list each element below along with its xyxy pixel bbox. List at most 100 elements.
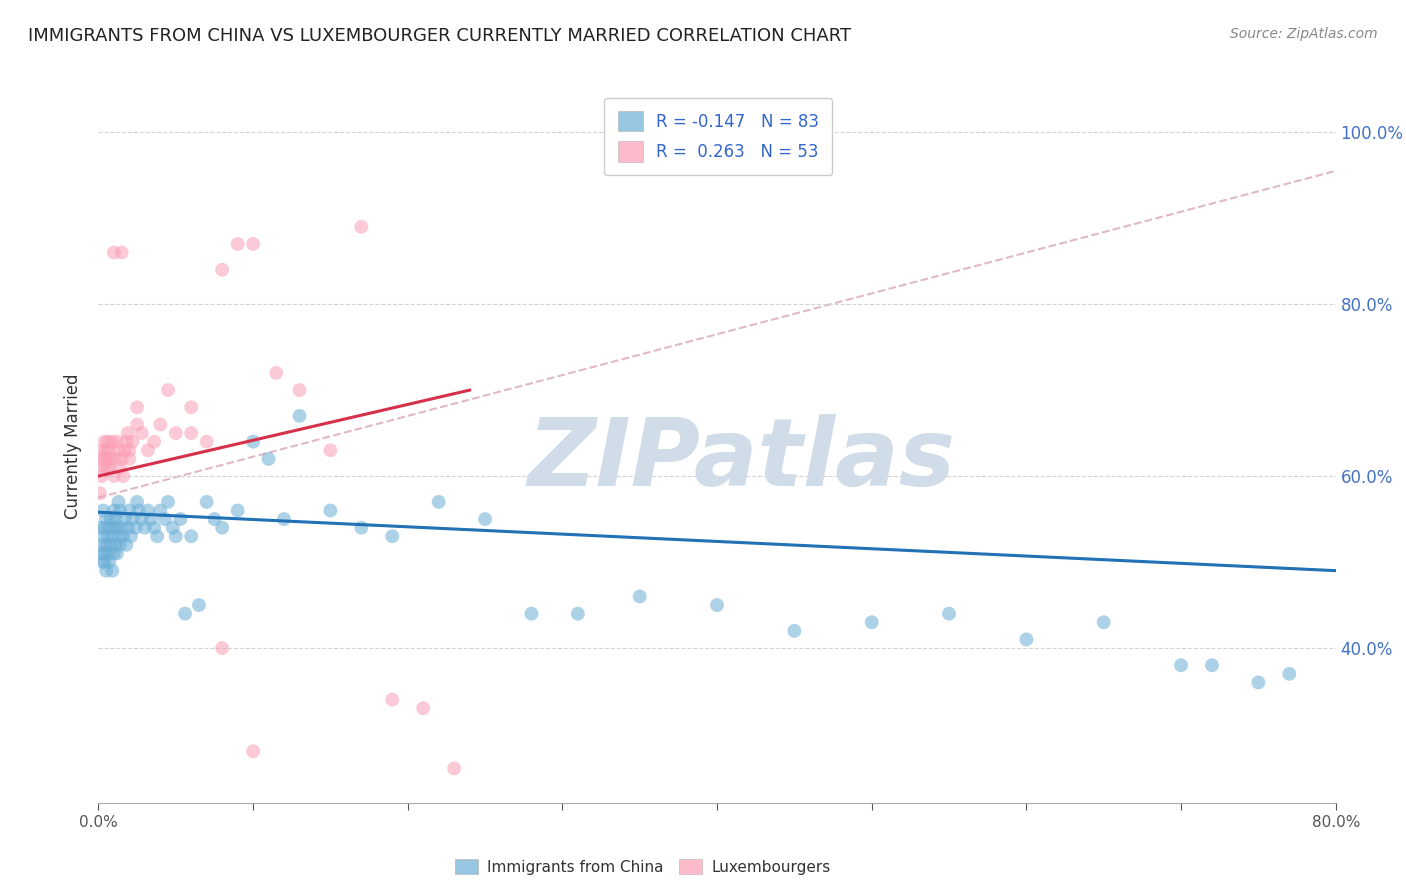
Point	[93, 546, 115, 560]
Point	[111, 451, 134, 466]
Point	[124, 521, 146, 535]
Y-axis label: Currently Married: Currently Married	[65, 373, 83, 519]
Point	[204, 512, 226, 526]
Point	[381, 529, 404, 543]
Point	[107, 529, 129, 543]
Point	[174, 607, 197, 621]
Point	[96, 538, 118, 552]
Point	[211, 521, 233, 535]
Point	[93, 451, 115, 466]
Point	[128, 503, 150, 517]
Point	[118, 443, 141, 458]
Point	[97, 529, 120, 543]
Point	[162, 521, 184, 535]
Point	[117, 521, 139, 535]
Point	[567, 607, 589, 621]
Point	[146, 529, 169, 543]
Point	[97, 434, 120, 449]
Legend: Immigrants from China, Luxembourgers: Immigrants from China, Luxembourgers	[449, 853, 837, 880]
Text: ZIPatlas: ZIPatlas	[527, 414, 956, 507]
Point	[90, 546, 112, 560]
Point	[350, 219, 373, 234]
Point	[226, 236, 249, 251]
Point	[242, 236, 264, 251]
Point	[139, 512, 162, 526]
Point	[149, 503, 172, 517]
Point	[195, 434, 218, 449]
Point	[1201, 658, 1223, 673]
Point	[107, 443, 129, 458]
Point	[211, 262, 233, 277]
Point	[98, 460, 121, 475]
Point	[242, 434, 264, 449]
Point	[938, 607, 960, 621]
Point	[1092, 615, 1115, 630]
Point	[96, 460, 118, 475]
Point	[412, 701, 434, 715]
Point	[91, 529, 114, 543]
Point	[104, 538, 127, 552]
Point	[319, 443, 342, 458]
Point	[121, 434, 143, 449]
Point	[98, 555, 121, 569]
Point	[104, 451, 127, 466]
Point	[266, 366, 288, 380]
Point	[381, 692, 404, 706]
Point	[136, 443, 159, 458]
Point	[115, 538, 138, 552]
Point	[288, 383, 311, 397]
Point	[91, 555, 114, 569]
Point	[118, 503, 141, 517]
Point	[103, 245, 125, 260]
Point	[1278, 666, 1301, 681]
Point	[288, 409, 311, 423]
Point	[101, 529, 124, 543]
Point	[127, 401, 149, 415]
Point	[706, 598, 728, 612]
Point	[105, 521, 128, 535]
Point	[114, 512, 136, 526]
Point	[108, 538, 131, 552]
Point	[91, 443, 114, 458]
Point	[242, 744, 264, 758]
Point	[101, 434, 124, 449]
Point	[103, 546, 125, 560]
Point	[105, 434, 128, 449]
Point	[157, 495, 180, 509]
Point	[273, 512, 295, 526]
Point	[180, 426, 202, 441]
Point	[120, 529, 142, 543]
Point	[105, 546, 128, 560]
Point	[1170, 658, 1192, 673]
Point	[108, 503, 131, 517]
Point	[427, 495, 450, 509]
Point	[93, 434, 115, 449]
Point	[165, 529, 187, 543]
Point	[103, 521, 125, 535]
Point	[1015, 632, 1038, 647]
Point	[90, 538, 112, 552]
Point	[100, 538, 122, 552]
Point	[90, 451, 112, 466]
Point	[134, 521, 156, 535]
Text: IMMIGRANTS FROM CHINA VS LUXEMBOURGER CURRENTLY MARRIED CORRELATION CHART: IMMIGRANTS FROM CHINA VS LUXEMBOURGER CU…	[28, 27, 851, 45]
Point	[108, 460, 131, 475]
Point	[136, 503, 159, 517]
Point	[195, 495, 218, 509]
Point	[107, 495, 129, 509]
Point	[115, 434, 138, 449]
Point	[628, 590, 651, 604]
Point	[97, 546, 120, 560]
Point	[131, 512, 153, 526]
Point	[111, 245, 134, 260]
Point	[100, 512, 122, 526]
Point	[127, 417, 149, 432]
Point	[860, 615, 883, 630]
Point	[143, 521, 166, 535]
Point	[157, 383, 180, 397]
Point	[114, 443, 136, 458]
Point	[112, 529, 135, 543]
Point	[474, 512, 496, 526]
Point	[89, 486, 111, 500]
Point	[257, 451, 280, 466]
